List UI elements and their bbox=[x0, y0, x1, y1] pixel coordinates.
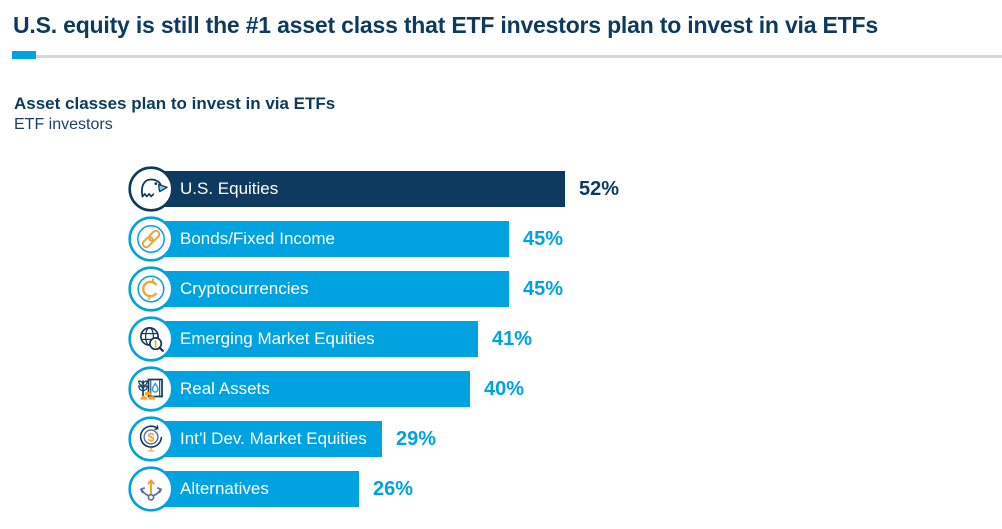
bar-row: Real Assets 40% bbox=[128, 366, 988, 412]
bar-chart: U.S. Equities 52% Bonds/Fixed Income 45% C… bbox=[128, 166, 988, 521]
bar: Int’l Dev. Market Equities bbox=[152, 421, 382, 457]
bar: Bonds/Fixed Income bbox=[152, 221, 509, 257]
title-accent-bar bbox=[12, 51, 36, 59]
crypto-coin-icon bbox=[128, 266, 174, 312]
branching-arrows-icon bbox=[128, 466, 174, 512]
bar-label: Int’l Dev. Market Equities bbox=[180, 429, 367, 448]
bar-row: Emerging Market Equities 41% bbox=[128, 316, 988, 362]
bar: U.S. Equities bbox=[152, 171, 565, 207]
bar-row: Alternatives 26% bbox=[128, 466, 988, 512]
bar: Emerging Market Equities bbox=[152, 321, 478, 357]
bar-label: Cryptocurrencies bbox=[180, 279, 309, 298]
bar: Real Assets bbox=[152, 371, 470, 407]
chart-subtitle: ETF investors bbox=[14, 116, 113, 133]
bar-row: Int’l Dev. Market Equities $ 29% bbox=[128, 416, 988, 462]
eagle-icon bbox=[128, 166, 174, 212]
chain-link-icon bbox=[128, 216, 174, 262]
bar-value: 45% bbox=[523, 278, 564, 300]
bar-value: 40% bbox=[484, 378, 525, 400]
commodities-icon bbox=[128, 366, 174, 412]
bar-row: U.S. Equities 52% bbox=[128, 166, 988, 212]
page-title: U.S. equity is still the #1 asset class … bbox=[13, 12, 878, 38]
bar-value: 29% bbox=[396, 428, 437, 450]
bar-row: Bonds/Fixed Income 45% bbox=[128, 216, 988, 262]
bar-value: 45% bbox=[523, 228, 564, 250]
bar-label: Bonds/Fixed Income bbox=[180, 229, 335, 248]
bar: Alternatives bbox=[152, 471, 359, 507]
header-divider bbox=[36, 55, 1002, 58]
bar-value: 41% bbox=[492, 328, 533, 350]
globe-magnifier-icon bbox=[128, 316, 174, 362]
bar-value: 52% bbox=[579, 178, 620, 200]
bar-label: Emerging Market Equities bbox=[180, 329, 375, 348]
bar-label: Alternatives bbox=[180, 479, 269, 498]
bar-row: Cryptocurrencies 45% bbox=[128, 266, 988, 312]
bar-value: 26% bbox=[373, 478, 414, 500]
bar: Cryptocurrencies bbox=[152, 271, 509, 307]
globe-dollar-icon: $ bbox=[128, 416, 174, 462]
bar-label: U.S. Equities bbox=[180, 179, 279, 198]
svg-text:$: $ bbox=[148, 430, 155, 444]
bar-label: Real Assets bbox=[180, 379, 270, 398]
chart-title: Asset classes plan to invest in via ETFs bbox=[14, 94, 336, 113]
